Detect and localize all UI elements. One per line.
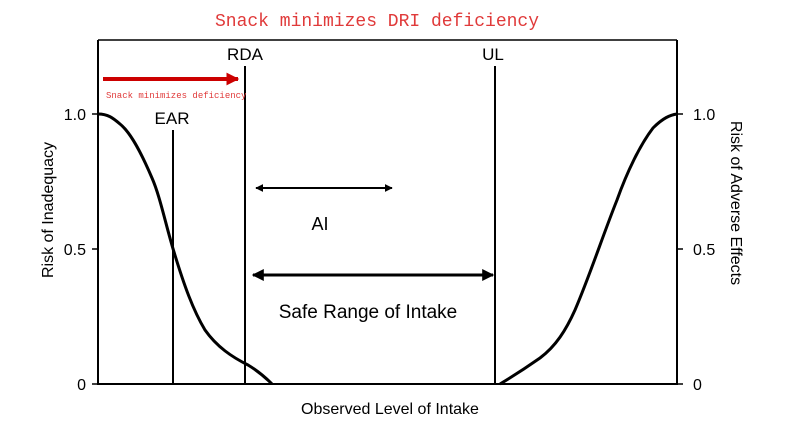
left-tick-label-1: 1.0 [64,107,86,124]
right-axis-title: Risk of Adverse Effects [727,121,744,285]
right-tick-label-1: 1.0 [693,107,715,124]
rda-label: RDA [227,45,264,64]
left-axis-title: Risk of Inadequacy [40,142,57,278]
safe-range-label: Safe Range of Intake [279,302,458,323]
right-tick-label-0: 0 [693,377,702,394]
inadequacy-curve [97,112,274,386]
adverse-curve [499,112,678,386]
ai-label: AI [311,214,328,234]
right-tick-label-05: 0.5 [693,242,715,259]
left-tick-label-05: 0.5 [64,242,86,259]
left-tick-label-0: 0 [77,377,86,394]
ear-label: EAR [155,109,190,128]
snack-annotation: Snack minimizes deficiency [106,91,247,101]
caption: Snack minimizes DRI deficiency [215,12,539,32]
x-axis-title: Observed Level of Intake [301,401,479,418]
ul-label: UL [482,45,504,64]
